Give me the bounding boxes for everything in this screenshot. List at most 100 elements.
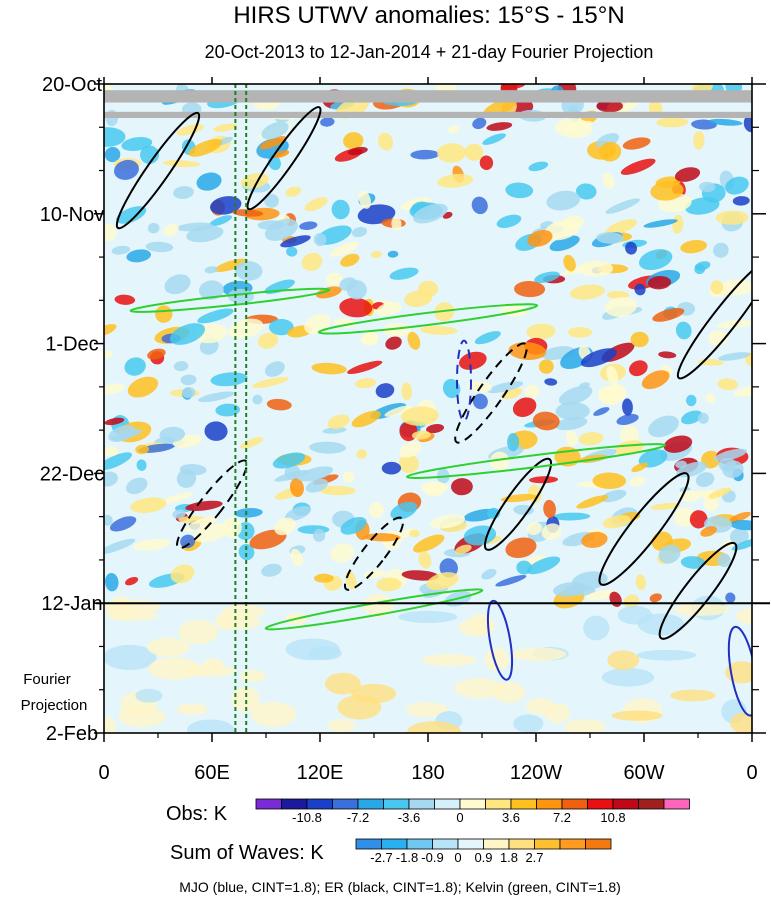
anomaly-blob xyxy=(455,544,472,555)
colorbar-label: 0 xyxy=(454,850,461,865)
anomaly-blob xyxy=(578,260,614,277)
waves-legend-label: Sum of Waves: K xyxy=(170,842,324,864)
anomaly-blob xyxy=(375,383,395,399)
anomaly-blob xyxy=(340,516,367,535)
anomaly-blob xyxy=(731,538,752,551)
projection-label-line1: Fourier xyxy=(23,671,71,688)
y-tick-label: 2-Feb xyxy=(46,723,98,745)
colorbar-swatch xyxy=(355,838,382,850)
anomaly-blob xyxy=(173,361,189,372)
y-axis: 20-Oct 10-Nov 1-Dec 22-Dec 12-Jan 2-Feb xyxy=(40,74,766,745)
projection-blob xyxy=(736,608,752,624)
anomaly-blob xyxy=(356,449,368,459)
anomaly-blob xyxy=(715,210,749,225)
projection-blob xyxy=(178,619,218,645)
anomaly-blob xyxy=(650,502,681,510)
anomaly-blob xyxy=(327,414,350,430)
anomaly-blob xyxy=(285,186,302,197)
anomaly-blob xyxy=(385,336,402,350)
wave-contour xyxy=(486,599,514,681)
colorbar-swatch xyxy=(612,798,639,810)
anomaly-blob xyxy=(599,384,627,405)
anomaly-blob xyxy=(606,365,619,385)
obs-legend-label: Obs: K xyxy=(166,803,228,825)
x-tick-label: 180 xyxy=(411,762,444,784)
colorbar-swatch xyxy=(406,838,433,850)
anomaly-blob xyxy=(495,575,527,587)
anomaly-blob xyxy=(274,517,296,536)
colorbar-label: 0 xyxy=(456,810,463,825)
anomaly-blob xyxy=(567,327,593,338)
projection-blob xyxy=(203,657,224,673)
anomaly-blob xyxy=(140,145,160,164)
missing-data-band xyxy=(104,111,752,118)
anomaly-blob xyxy=(437,173,474,188)
anomaly-blob xyxy=(549,235,580,252)
anomaly-blob xyxy=(125,576,139,586)
anomaly-blob xyxy=(526,522,543,536)
anomaly-blob xyxy=(708,487,732,499)
anomaly-blob xyxy=(114,294,136,305)
anomaly-blob xyxy=(401,570,439,581)
anomaly-blob xyxy=(513,504,534,516)
anomaly-blob xyxy=(127,376,159,398)
anomaly-blob xyxy=(210,372,248,387)
colorbar-swatch xyxy=(434,798,461,810)
anomaly-blob xyxy=(228,318,264,339)
y-tick-label: 1-Dec xyxy=(45,334,98,356)
anomaly-blob xyxy=(147,222,160,234)
colorbar-swatch xyxy=(332,798,359,810)
anomaly-blob xyxy=(623,594,640,609)
anomaly-blob xyxy=(133,538,171,551)
colorbar-swatch xyxy=(255,798,282,810)
anomaly-blob xyxy=(391,217,402,231)
anomaly-blob xyxy=(442,378,461,399)
anomaly-blob xyxy=(486,122,513,131)
projection-blob xyxy=(511,647,567,662)
anomaly-blob xyxy=(629,360,648,377)
anomaly-blob xyxy=(686,394,697,407)
anomaly-blob xyxy=(507,432,520,452)
anomaly-blob xyxy=(104,538,136,555)
projection-blob xyxy=(407,721,462,733)
projection-blob xyxy=(177,703,208,716)
anomaly-blob xyxy=(401,406,439,426)
anomaly-blob xyxy=(641,370,670,390)
anomaly-blob xyxy=(546,190,581,211)
wave-contour xyxy=(727,625,752,717)
x-tick-label: 0 xyxy=(98,762,109,784)
anomaly-blob xyxy=(215,403,241,417)
anomaly-blob xyxy=(529,476,559,484)
anomaly-blob xyxy=(322,427,347,434)
y-tick-label: 20-Oct xyxy=(42,74,102,96)
anomaly-blob xyxy=(136,459,147,471)
colorbar-swatch xyxy=(483,838,510,850)
anomaly-blob xyxy=(124,357,146,376)
anomaly-blob xyxy=(305,478,329,493)
anomaly-blob xyxy=(351,410,381,428)
colorbar-swatch xyxy=(587,798,614,810)
anomaly-blob xyxy=(580,348,617,368)
anomaly-blob xyxy=(280,235,311,248)
anomaly-blob xyxy=(448,125,460,134)
obs-colorbar: -10.8 -7.2 -3.6 0 3.6 7.2 10.8 xyxy=(255,798,690,825)
colorbar-label: -2.7 xyxy=(370,850,392,865)
anomaly-blob xyxy=(104,452,132,471)
anomaly-blob xyxy=(471,196,488,215)
x-tick-label: 60W xyxy=(623,762,664,784)
projection-blob xyxy=(250,701,297,728)
anomaly-blob xyxy=(474,331,501,345)
anomaly-blob xyxy=(261,563,282,577)
anomaly-blob xyxy=(404,290,433,307)
anomaly-blob xyxy=(563,254,576,272)
anomaly-blob xyxy=(210,196,242,215)
colorbar-label: 2.7 xyxy=(525,850,543,865)
anomaly-blob xyxy=(378,132,394,151)
anomaly-blob xyxy=(596,232,624,244)
anomaly-blob xyxy=(158,492,193,505)
wave-contour xyxy=(246,106,322,211)
anomaly-blob xyxy=(663,435,693,453)
footnote: MJO (blue, CINT=1.8); ER (black, CINT=1.… xyxy=(179,879,621,895)
anomaly-blob xyxy=(147,348,166,360)
wave-contour xyxy=(317,303,539,335)
